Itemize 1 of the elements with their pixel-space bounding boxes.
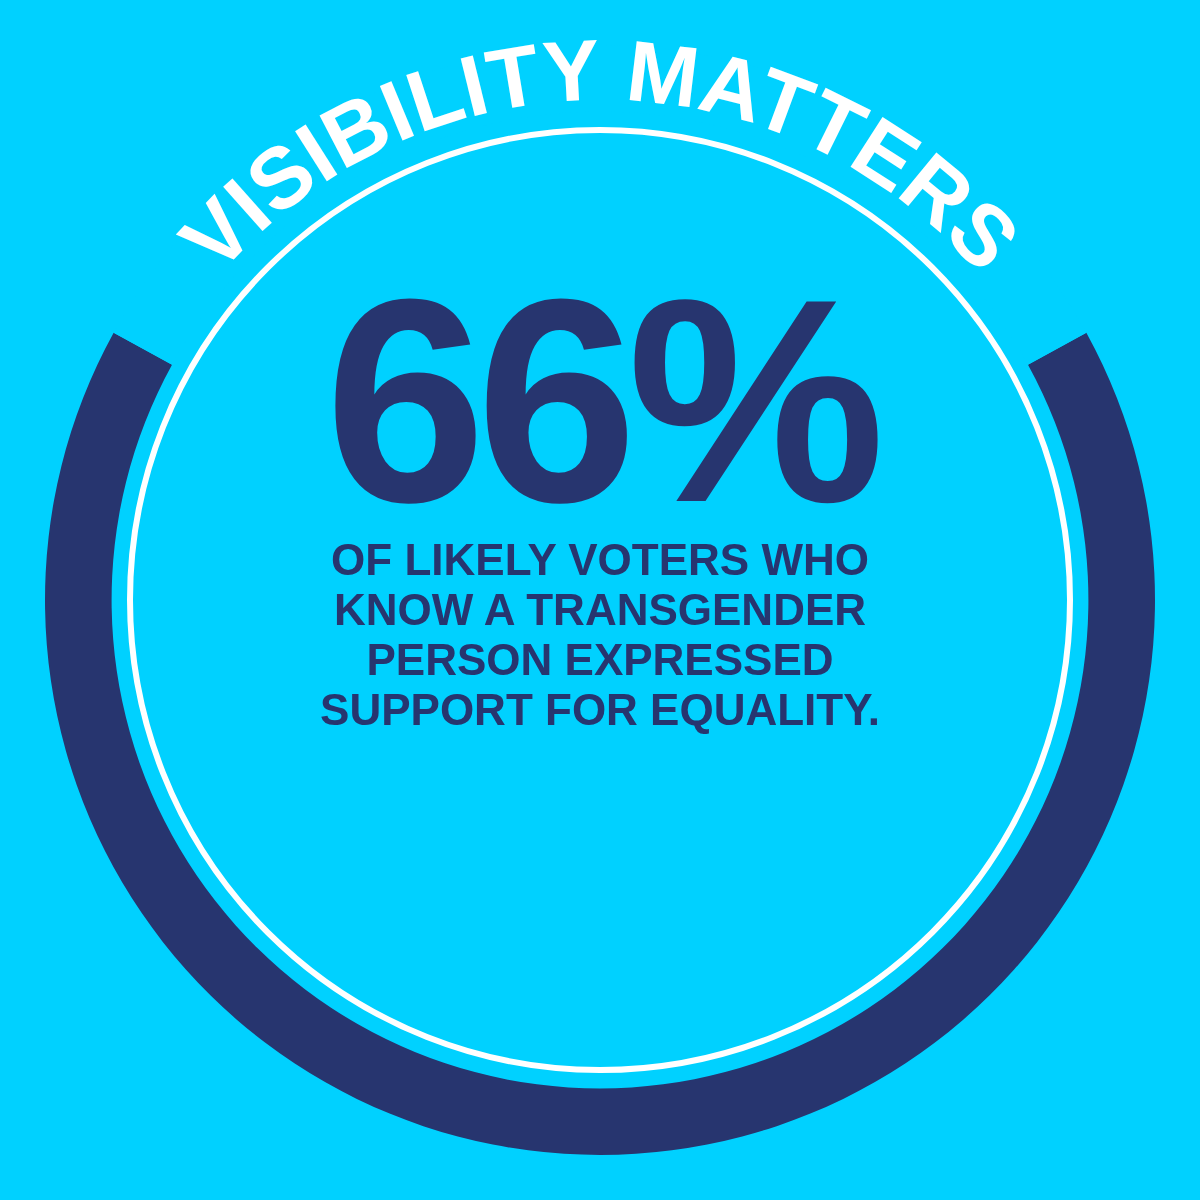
text: OF LIKELY VOTERS WHO KNOW A TRANSGENDER PERSON EXPRESSED SUPPORT FOR EQUALITY.	[319, 535, 881, 735]
